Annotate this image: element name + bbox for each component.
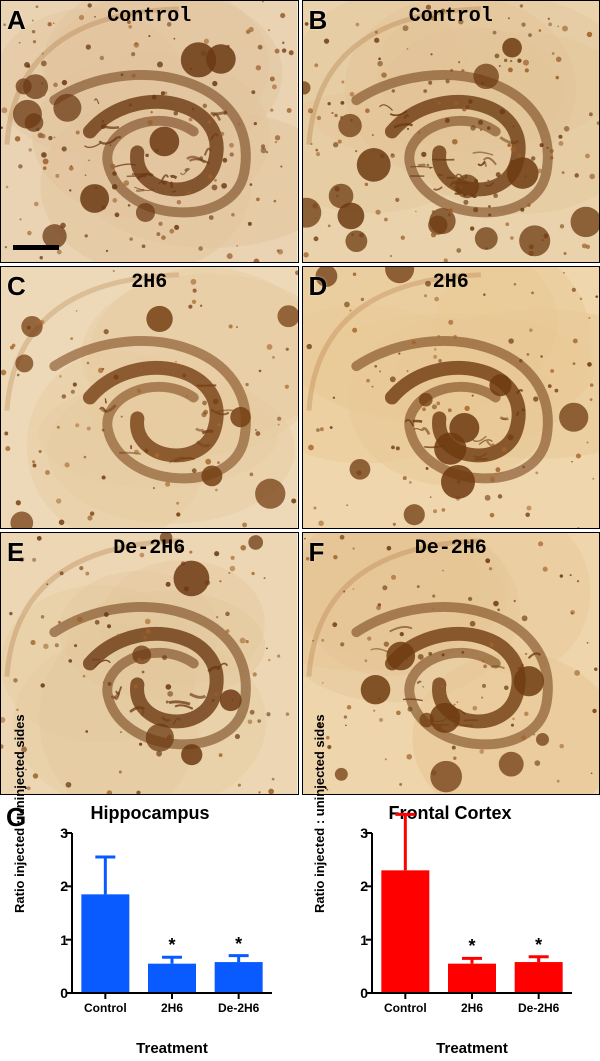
panel-title: Control bbox=[409, 5, 493, 28]
scale-bar bbox=[13, 245, 59, 250]
panel-label: E bbox=[7, 537, 24, 568]
chart-xlabel: Treatment bbox=[72, 1040, 272, 1057]
panel-title: 2H6 bbox=[131, 271, 167, 294]
bar bbox=[515, 962, 563, 993]
bar-chart-svg bbox=[372, 833, 572, 993]
y-tick-label: 2 bbox=[340, 878, 368, 894]
chart-hippocampus: G Hippocampus Ratio injected : uninjecte… bbox=[0, 805, 300, 1061]
panel-label: C bbox=[7, 271, 26, 302]
x-tick-labels: Control 2H6 De-2H6 bbox=[372, 1001, 572, 1021]
y-tick-label: 3 bbox=[40, 825, 68, 841]
plot-frontal: **0123Control2H6De-2H6 bbox=[372, 833, 572, 993]
plot-hippocampus: **0123Control2H6De-2H6 bbox=[72, 833, 272, 993]
x-tick-label: Control bbox=[84, 1001, 127, 1015]
micrograph-panel-C: C 2H6 bbox=[0, 266, 299, 529]
y-tick-label: 1 bbox=[40, 932, 68, 948]
figure: A Control B Control C 2H6 D 2H6 E De-2H6 F De-2H6 G… bbox=[0, 0, 600, 1061]
bar bbox=[148, 964, 196, 993]
y-tick-label: 3 bbox=[340, 825, 368, 841]
y-tick-label: 0 bbox=[340, 985, 368, 1001]
bar-chart-svg bbox=[72, 833, 272, 993]
chart-title-hippocampus: Hippocampus bbox=[90, 803, 209, 824]
y-tick-label: 1 bbox=[340, 932, 368, 948]
chart-ylabel: Ratio injected : uninjected sides bbox=[12, 753, 27, 913]
panel-label: A bbox=[7, 5, 26, 36]
x-tick-label: 2H6 bbox=[461, 1001, 483, 1015]
bar bbox=[215, 962, 263, 993]
x-tick-label: De-2H6 bbox=[518, 1001, 559, 1015]
panel-title: De-2H6 bbox=[415, 537, 487, 560]
micrograph-panels-grid: A Control B Control C 2H6 D 2H6 E De-2H6 F De-2H6 bbox=[0, 0, 600, 795]
panel-label: B bbox=[309, 5, 328, 36]
x-tick-label: De-2H6 bbox=[218, 1001, 259, 1015]
micrograph-panel-E: E De-2H6 bbox=[0, 532, 299, 795]
x-tick-labels: Control 2H6 De-2H6 bbox=[72, 1001, 272, 1021]
chart-frontal-cortex: Frontal Cortex Ratio injected : uninject… bbox=[300, 805, 600, 1061]
micrograph-panel-F: F De-2H6 bbox=[302, 532, 600, 795]
panel-label: D bbox=[309, 271, 328, 302]
panel-label: F bbox=[309, 537, 325, 568]
chart-ylabel: Ratio injected : uninjected sides bbox=[312, 753, 327, 913]
y-tick-label: 0 bbox=[40, 985, 68, 1001]
micrograph-panel-B: B Control bbox=[302, 0, 600, 263]
chart-xlabel: Treatment bbox=[372, 1040, 572, 1057]
charts-row: G Hippocampus Ratio injected : uninjecte… bbox=[0, 805, 600, 1061]
micrograph-panel-D: D 2H6 bbox=[302, 266, 600, 529]
bar bbox=[381, 870, 429, 993]
bar bbox=[448, 964, 496, 993]
panel-title: 2H6 bbox=[433, 271, 469, 294]
bar bbox=[81, 894, 129, 993]
y-tick-labels: 0123 bbox=[38, 833, 68, 993]
x-tick-label: Control bbox=[384, 1001, 427, 1015]
y-tick-labels: 0123 bbox=[338, 833, 368, 993]
panel-title: De-2H6 bbox=[113, 537, 185, 560]
y-tick-label: 2 bbox=[40, 878, 68, 894]
panel-title: Control bbox=[107, 5, 191, 28]
x-tick-label: 2H6 bbox=[161, 1001, 183, 1015]
micrograph-panel-A: A Control bbox=[0, 0, 299, 263]
